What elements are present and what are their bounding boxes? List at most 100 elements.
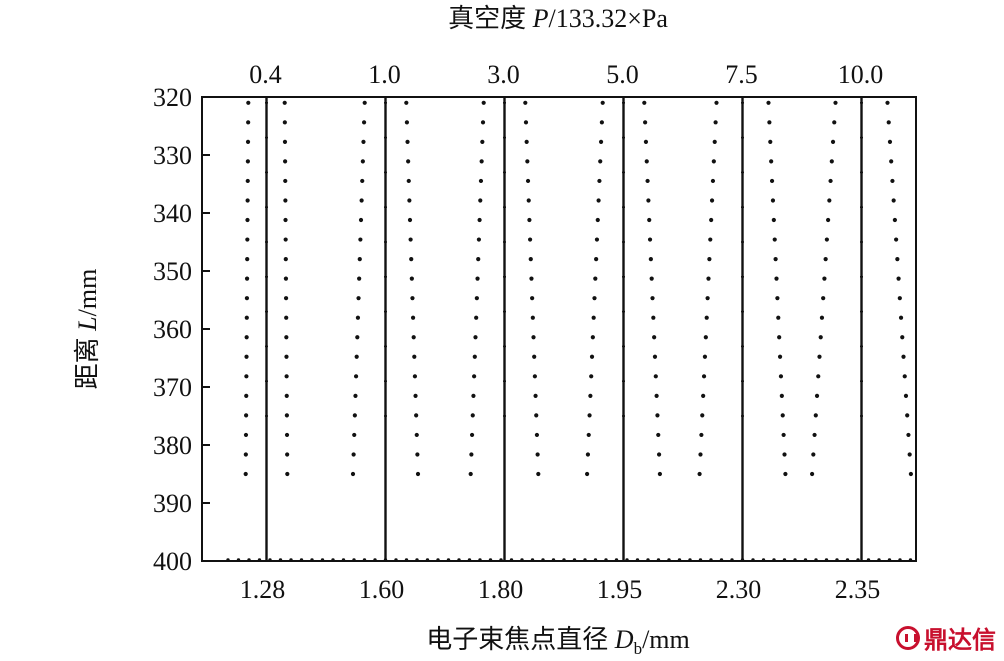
beam-profile [468,97,541,561]
profile-point-left [702,354,708,359]
profile-point-left [353,393,358,398]
profile-point-right [534,413,539,418]
baseline-point [866,558,871,562]
profile-point-left [245,217,250,223]
baseline-point [761,558,766,562]
profile-point-left [352,413,357,418]
profile-point-right [284,315,289,320]
profile-point-left [355,315,361,320]
profile-point-right [532,354,537,359]
x-axis-title-sub: b [634,639,643,658]
profile-point-right [892,217,897,223]
baseline-point [289,558,293,562]
x-tick-label: 2.30 [716,575,762,604]
baseline-point [604,558,608,562]
profile-point-right [523,100,528,105]
profile-point-right [644,159,649,164]
baseline-point [478,558,482,562]
baseline-point [856,558,860,562]
baseline-point [541,558,545,562]
profile-point-right [775,296,780,301]
baseline-point [782,558,787,562]
baseline-point [226,558,230,562]
profile-point-right [906,432,911,438]
y-axis-title-main: 距离 [73,331,102,390]
profile-point-right [284,335,289,340]
profile-point-left [358,237,363,242]
profile-point-right [900,335,905,340]
profile-point-right [525,159,530,164]
profile-point-left [593,276,598,281]
profile-point-right [406,178,411,184]
profile-point-right [415,452,420,457]
profile-point-right [770,198,776,203]
y-tick-label: 400 [153,547,192,576]
profile-point-right [652,335,657,340]
profile-point-right [535,452,540,457]
top-tick-label: 1.0 [368,60,401,89]
profile-point-left [480,120,486,125]
baseline-point [404,558,409,562]
baseline-point [677,558,682,562]
y-tick-label: 370 [153,373,192,402]
profile-point-left [829,159,834,164]
profile-point-right [777,354,783,359]
profile-point-left [589,354,595,359]
profile-point-right [653,374,658,379]
profile-point-right [412,374,418,379]
profile-point-left [598,159,603,164]
profile-point-right [781,432,786,438]
profile-point-left [352,432,357,438]
profile-point-right [779,393,784,398]
profile-point-left [827,198,832,203]
profile-point-left [360,159,365,164]
profile-point-right [782,452,787,457]
focus-baseline [226,558,913,562]
baseline-point [562,558,566,562]
beam-profile [350,97,421,561]
profile-point-right [642,100,647,105]
profile-point-left [357,256,362,262]
profile-point-left [816,374,821,379]
baseline-point [593,558,598,562]
baseline-point [772,558,776,562]
profile-point-left [469,452,474,457]
baseline-point [247,558,251,562]
profile-point-left [697,471,702,477]
baseline-point [908,558,913,562]
profile-point-right [283,217,288,223]
top-tick-label: 7.5 [725,60,758,89]
profile-point-right [771,217,776,223]
baseline-point [719,558,724,562]
baseline-point [730,558,734,562]
profile-point-left [700,413,705,418]
profile-point-right [536,471,541,477]
top-axis: 0.4 1.0 3.0 5.0 7.5 10.0 [249,60,883,89]
profile-point-right [283,256,288,262]
profile-point-left [817,354,822,359]
profile-point-left [244,413,249,418]
profile-point-right [530,315,535,320]
baseline-point [488,558,493,562]
profile-point-left [589,374,594,379]
profile-point-right [887,139,893,144]
profile-point-left [357,276,362,281]
profile-point-left [812,432,817,438]
profile-point-left [474,315,479,320]
profile-point-right [408,237,413,242]
profile-point-left [472,374,477,379]
baseline-point [520,558,524,562]
baseline-point [572,558,577,562]
profile-point-right [526,198,531,203]
profile-point-left [819,315,825,320]
profile-point-left [824,237,829,242]
beam-profile [585,97,663,561]
profile-point-left [813,413,818,418]
profile-point-right [907,452,912,457]
y-tick-label: 340 [153,199,192,228]
profile-point-right [766,100,771,105]
profile-point-left [476,256,481,262]
profile-point-right [283,276,289,281]
profile-point-right [282,139,288,144]
profile-point-right [285,452,290,457]
